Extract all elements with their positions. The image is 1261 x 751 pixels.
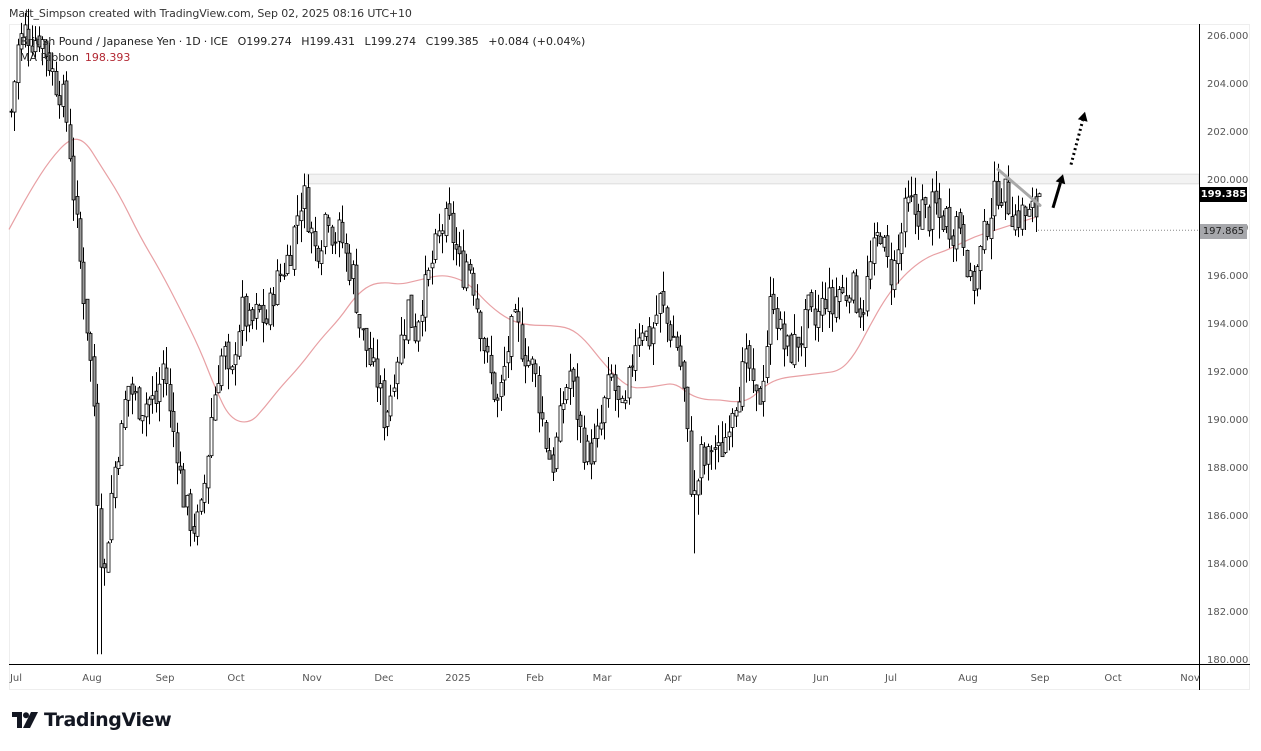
svg-text:196.000: 196.000 <box>1207 271 1248 282</box>
svg-text:202.000: 202.000 <box>1207 127 1248 138</box>
svg-text:180.000: 180.000 <box>1207 655 1248 666</box>
chart-credit: Matt_Simpson created with TradingView.co… <box>9 7 412 20</box>
svg-text:Mar: Mar <box>593 673 613 684</box>
svg-text:Sep: Sep <box>1031 673 1050 684</box>
interval: 1D <box>185 35 201 48</box>
resistance-zone <box>306 173 1200 231</box>
svg-text:188.000: 188.000 <box>1207 463 1248 474</box>
change-value: +0.084 (+0.04%) <box>488 35 586 48</box>
svg-text:186.000: 186.000 <box>1207 511 1248 522</box>
last-price-tag: 199.385 <box>1200 187 1247 202</box>
tradingview-logo-text: TradingView <box>44 709 172 731</box>
tradingview-logo[interactable]: TradingView <box>12 709 172 731</box>
svg-text:Nov: Nov <box>302 673 322 684</box>
svg-text:206.000: 206.000 <box>1207 31 1248 42</box>
svg-text:Apr: Apr <box>664 673 682 684</box>
svg-text:Sep: Sep <box>156 673 175 684</box>
axes: 206.000204.000202.000200.000198.000196.0… <box>9 24 1250 690</box>
tradingview-logo-icon <box>12 712 38 728</box>
svg-text:Jul: Jul <box>884 673 897 684</box>
low-value: L199.274 <box>364 35 417 48</box>
svg-text:Aug: Aug <box>958 673 978 684</box>
svg-text:200.000: 200.000 <box>1207 175 1248 186</box>
support-level-tag: 197.865 <box>1200 224 1247 239</box>
exchange: ICE <box>210 35 229 48</box>
svg-text:192.000: 192.000 <box>1207 367 1248 378</box>
svg-text:190.000: 190.000 <box>1207 415 1248 426</box>
ma-ribbon-line <box>8 138 1036 423</box>
svg-text:Jun: Jun <box>812 673 829 684</box>
chart-legend: British Pound / Japanese Yen · 1D · ICE O199… <box>20 34 585 66</box>
svg-text:Feb: Feb <box>526 673 544 684</box>
high-value: H199.431 <box>301 35 355 48</box>
drawing-annotations <box>996 111 1088 209</box>
svg-text:194.000: 194.000 <box>1207 319 1248 330</box>
indicator-value: 198.393 <box>84 51 131 64</box>
chart-frame <box>9 24 1250 690</box>
close-value: C199.385 <box>425 35 479 48</box>
svg-text:2025: 2025 <box>445 673 470 684</box>
candlesticks <box>9 8 1042 655</box>
svg-text:182.000: 182.000 <box>1207 607 1248 618</box>
open-value: O199.274 <box>237 35 292 48</box>
svg-text:184.000: 184.000 <box>1207 559 1248 570</box>
indicator-name[interactable]: MA Ribbon <box>20 51 79 64</box>
symbol-name[interactable]: British Pound / Japanese Yen <box>20 35 176 48</box>
svg-text:May: May <box>737 673 758 684</box>
svg-text:Dec: Dec <box>374 673 393 684</box>
svg-text:Nov: Nov <box>1180 673 1200 684</box>
svg-text:Aug: Aug <box>82 673 102 684</box>
svg-text:Oct: Oct <box>1104 673 1121 684</box>
svg-text:Jul: Jul <box>9 673 22 684</box>
svg-text:204.000: 204.000 <box>1207 79 1248 90</box>
indicator-row: MA Ribbon 198.393 <box>20 50 585 66</box>
symbol-row: British Pound / Japanese Yen · 1D · ICE O199… <box>20 35 586 48</box>
svg-text:Oct: Oct <box>227 673 244 684</box>
